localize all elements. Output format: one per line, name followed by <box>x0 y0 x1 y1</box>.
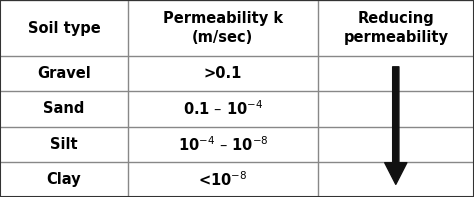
Text: Permeability k
(m/sec): Permeability k (m/sec) <box>163 11 283 45</box>
Text: Reducing
permeability: Reducing permeability <box>343 11 448 45</box>
Text: Soil type: Soil type <box>27 20 100 36</box>
Text: Sand: Sand <box>43 101 85 116</box>
Text: Silt: Silt <box>50 137 78 152</box>
Text: 10$^{-4}$ – 10$^{-8}$: 10$^{-4}$ – 10$^{-8}$ <box>178 135 268 153</box>
Text: Clay: Clay <box>46 172 82 187</box>
Text: 0.1 – 10$^{-4}$: 0.1 – 10$^{-4}$ <box>182 100 263 118</box>
Text: Gravel: Gravel <box>37 66 91 81</box>
Text: >0.1: >0.1 <box>204 66 242 81</box>
Text: <10$^{-8}$: <10$^{-8}$ <box>198 170 247 189</box>
